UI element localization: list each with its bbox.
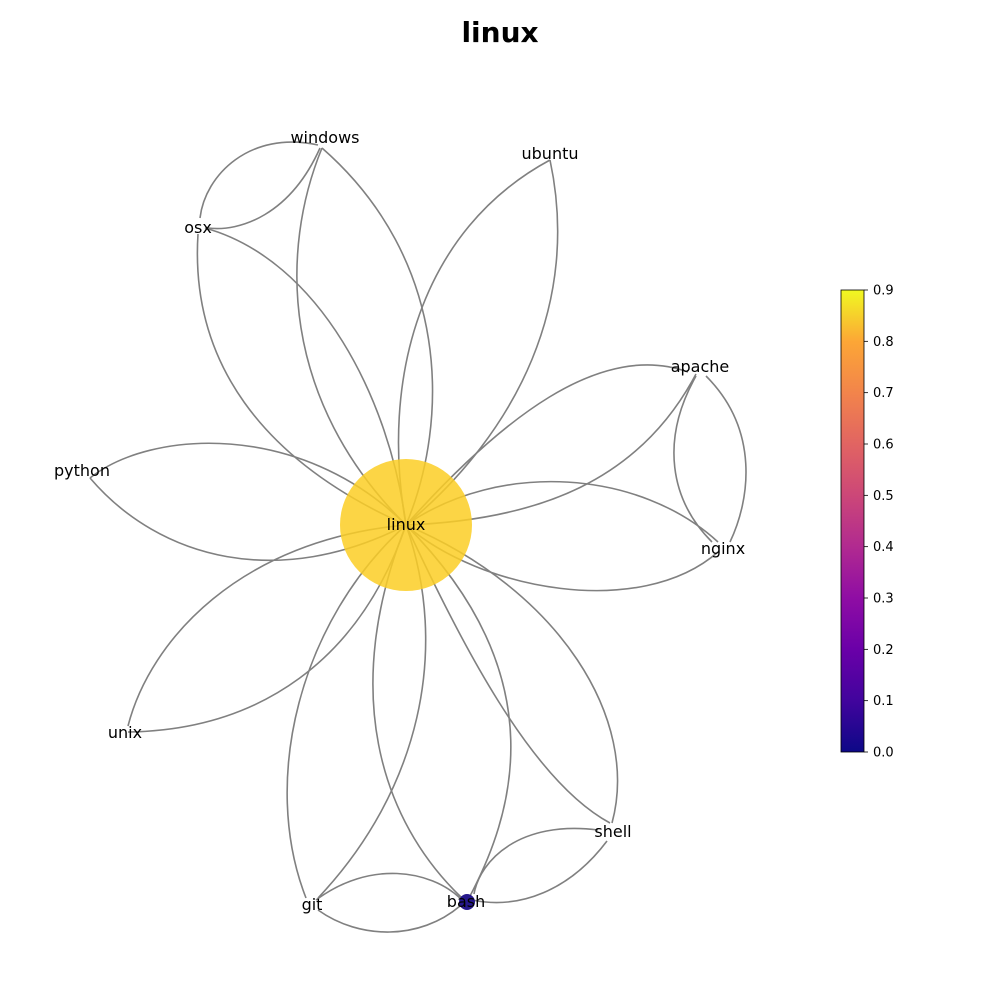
colorbar-tick-label: 0.4	[873, 540, 894, 555]
node-label-apache[interactable]: apache	[671, 357, 730, 376]
colorbar-tick-label: 0.0	[873, 746, 894, 761]
colorbar-tick-label: 0.5	[873, 489, 894, 504]
colorbar-tick-label: 0.7	[873, 386, 894, 401]
edge-windows-osx	[207, 147, 321, 230]
edge-git-bash	[317, 905, 461, 933]
edge-linux-bash	[405, 524, 512, 897]
edge-apache-nginx	[673, 375, 713, 543]
node-labels: linux windows ubuntu osx apache python n…	[54, 128, 745, 914]
colorbar-tick-label: 0.6	[873, 438, 894, 453]
edge-windows-osx	[199, 141, 319, 219]
node-label-git[interactable]: git	[302, 895, 323, 914]
colorbar-ticks: 0.0 0.1 0.2 0.3 0.4 0.5 0.6 0.7 0.8 0.9	[864, 284, 894, 761]
edge-apache-nginx	[705, 375, 747, 543]
node-label-nginx[interactable]: nginx	[701, 539, 745, 558]
colorbar-gradient	[840, 289, 865, 753]
colorbar: 0.0 0.1 0.2 0.3 0.4 0.5 0.6 0.7 0.8 0.9	[840, 284, 894, 761]
node-label-bash[interactable]: bash	[447, 892, 485, 911]
edge-shell-bash	[473, 827, 599, 895]
edge-linux-windows	[296, 147, 407, 526]
edge-shell-bash	[471, 840, 608, 904]
node-label-shell[interactable]: shell	[594, 822, 631, 841]
node-bash[interactable]	[459, 894, 475, 910]
colorbar-tick-label: 0.2	[873, 643, 894, 658]
colorbar-tick-label: 0.9	[873, 284, 894, 299]
node-label-unix[interactable]: unix	[108, 723, 142, 742]
node-label-ubuntu[interactable]: ubuntu	[522, 144, 579, 163]
edge-git-bash	[315, 872, 461, 901]
edge-linux-bash	[372, 524, 463, 899]
node-label-linux[interactable]: linux	[387, 515, 426, 534]
node-linux[interactable]	[340, 459, 472, 591]
node-label-windows[interactable]: windows	[290, 128, 359, 147]
chart-title: linux	[461, 16, 538, 49]
colorbar-tick-label: 0.8	[873, 335, 894, 350]
node-label-osx[interactable]: osx	[184, 218, 212, 237]
colorbar-tick-label: 0.3	[873, 592, 894, 607]
node-label-python[interactable]: python	[54, 461, 110, 480]
colorbar-tick-label: 0.1	[873, 694, 894, 709]
